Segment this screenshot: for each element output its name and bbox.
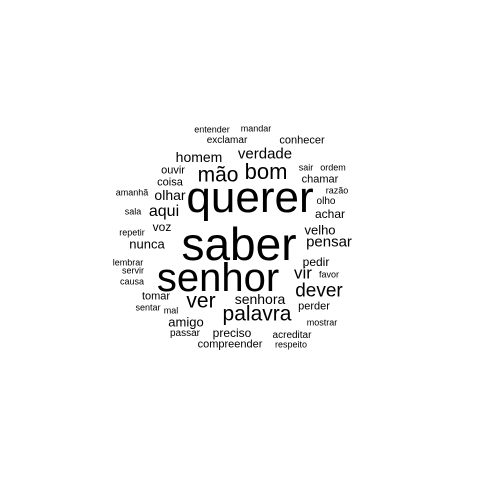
word-19: achar (314, 207, 346, 221)
word-41: mal (163, 305, 179, 316)
word-36: mostrar (306, 317, 338, 328)
word-5: mão (197, 163, 239, 187)
word-14: nunca (129, 236, 165, 252)
word-39: servir (122, 265, 144, 276)
word-4: bom (244, 159, 288, 184)
word-27: compreender (197, 338, 263, 351)
word-26: coisa (157, 176, 183, 189)
word-16: olhar (154, 187, 186, 203)
word-17: velho (304, 222, 336, 238)
word-31: lembrar (112, 257, 144, 268)
word-12: vir (294, 263, 312, 283)
word-34: exclamar (206, 135, 248, 146)
word-24: tomar (141, 290, 171, 303)
word-30: passar (169, 328, 201, 339)
word-2: querer (186, 173, 314, 222)
word-44: razão (325, 185, 349, 196)
word-43: amanhã (115, 187, 149, 198)
word-0: saber (181, 218, 297, 270)
word-48: respeito (274, 339, 308, 350)
word-3: palavra (222, 302, 292, 326)
word-42: sala (124, 206, 142, 217)
word-35: acreditar (272, 330, 312, 341)
word-28: perder (298, 300, 330, 313)
word-13: senhora (234, 291, 286, 307)
word-20: preciso (212, 326, 252, 340)
word-7: dever (295, 280, 343, 302)
word-18: voz (152, 220, 172, 234)
word-1: senhor (156, 256, 280, 300)
word-45: favor (318, 269, 340, 280)
word-23: conhecer (279, 134, 325, 147)
word-46: sair (298, 162, 314, 173)
word-11: homem (175, 149, 223, 165)
word-25: ouvir (161, 164, 185, 177)
word-37: repetir (119, 227, 145, 238)
word-29: olho (316, 196, 336, 207)
word-32: mandar (240, 123, 272, 134)
word-33: entender (194, 124, 230, 135)
word-15: amigo (168, 314, 204, 330)
word-22: chamar (301, 173, 339, 186)
word-9: aqui (148, 203, 180, 220)
word-40: causa (119, 276, 145, 287)
word-47: ordem (320, 162, 346, 173)
word-8: verdade (237, 145, 293, 163)
word-21: pedir (302, 255, 330, 269)
word-10: pensar (306, 233, 352, 251)
word-6: ver (186, 289, 216, 313)
word-38: sentar (135, 302, 161, 313)
